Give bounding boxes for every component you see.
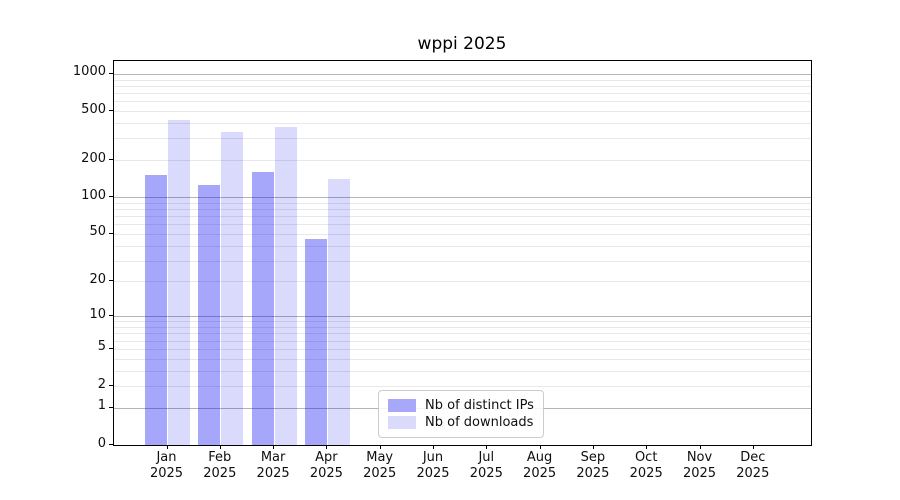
x-tick-label: Jun 2025 [416, 450, 450, 481]
x-tick-label: May 2025 [363, 450, 397, 481]
gridline-minor [114, 85, 811, 87]
plot-area [113, 60, 812, 446]
y-tick-mark [109, 232, 113, 234]
x-tick-label: Dec 2025 [736, 450, 770, 481]
x-tick-label: Feb 2025 [203, 450, 237, 481]
bar-nb-of-downloads [327, 179, 350, 445]
y-tick-label: 2 [97, 376, 106, 392]
gridline-minor [114, 260, 811, 262]
x-tick-mark [486, 445, 488, 449]
y-tick-mark [109, 110, 113, 111]
legend-label-distinct-ips: Nb of distinct IPs [425, 398, 534, 413]
gridline-minor [114, 93, 811, 94]
x-tick-mark [166, 445, 168, 449]
x-tick-mark [219, 445, 221, 449]
y-tick-label: 200 [81, 150, 106, 166]
y-tick-label: 0 [97, 435, 106, 451]
gridline-minor [114, 348, 811, 350]
x-tick-mark [699, 445, 701, 449]
gridline-minor [114, 123, 811, 124]
gridline-minor [114, 224, 811, 226]
legend-swatch-distinct-ips [388, 399, 416, 412]
y-tick-label: 500 [81, 101, 106, 117]
gridline-minor [114, 208, 811, 210]
legend-item-distinct-ips: Nb of distinct IPs [388, 397, 534, 414]
x-tick-label: Sep 2025 [576, 450, 610, 481]
bar-nb-of-distinct-ips [304, 239, 327, 445]
legend-item-downloads: Nb of downloads [388, 414, 534, 431]
y-tick-mark [109, 347, 113, 349]
bar-nb-of-distinct-ips [251, 172, 274, 445]
gridline-minor [114, 101, 811, 103]
x-tick-mark [539, 445, 541, 449]
y-tick-mark [109, 159, 113, 161]
gridline-minor [114, 386, 811, 387]
gridline-minor [114, 333, 811, 335]
y-tick-label: 50 [89, 224, 106, 240]
legend: Nb of distinct IPs Nb of downloads [378, 390, 544, 438]
y-tick-label: 5 [97, 339, 106, 355]
bar-nb-of-downloads [168, 119, 190, 445]
y-tick-mark [109, 406, 113, 408]
x-tick-label: Apr 2025 [309, 450, 343, 481]
gridline-minor [114, 111, 811, 112]
chart-title: wppi 2025 [417, 34, 507, 54]
x-tick-mark [592, 445, 594, 449]
y-tick-mark [109, 280, 113, 282]
y-tick-label: 10 [89, 306, 106, 322]
gridline-minor [114, 160, 811, 162]
x-tick-mark [752, 445, 754, 449]
gridline-minor [114, 358, 811, 360]
bar-nb-of-downloads [274, 127, 297, 445]
gridline-major [114, 316, 811, 318]
x-tick-mark [646, 445, 648, 449]
x-tick-mark [433, 445, 434, 449]
y-tick-mark [109, 196, 113, 198]
x-tick-mark [273, 445, 275, 449]
gridline-minor [114, 245, 811, 247]
y-tick-mark [109, 315, 113, 317]
gridline-minor [114, 233, 811, 235]
gridline-minor [114, 281, 811, 283]
gridline-minor [114, 321, 811, 323]
x-tick-label: Aug 2025 [523, 450, 557, 481]
y-tick-label: 1000 [72, 64, 106, 80]
gridline-minor [114, 216, 811, 217]
gridline-major [114, 197, 811, 199]
bar-nb-of-distinct-ips [198, 185, 221, 445]
x-tick-label: Jul 2025 [469, 450, 503, 481]
x-tick-label: Nov 2025 [682, 450, 717, 481]
bar-nb-of-distinct-ips [145, 175, 167, 445]
y-tick-mark [109, 444, 113, 445]
gridline-minor [114, 79, 811, 81]
gridline-minor [114, 202, 811, 204]
x-tick-mark [379, 445, 381, 449]
y-tick-mark [109, 385, 113, 386]
legend-label-downloads: Nb of downloads [425, 415, 534, 430]
legend-swatch-downloads [388, 416, 416, 429]
gridline-minor [114, 327, 811, 328]
x-tick-label: Jan 2025 [149, 450, 184, 481]
gridline-major [114, 73, 811, 75]
x-tick-label: Mar 2025 [256, 450, 290, 481]
bar-nb-of-downloads [221, 131, 244, 445]
x-tick-label: Oct 2025 [629, 450, 663, 481]
y-tick-label: 100 [81, 187, 106, 203]
gridline-minor [114, 370, 811, 372]
gridline-minor [114, 340, 811, 342]
y-tick-label: 1 [97, 398, 106, 414]
gridline-minor [114, 138, 811, 140]
y-tick-label: 20 [89, 271, 106, 287]
x-tick-mark [326, 445, 328, 449]
y-tick-mark [109, 72, 113, 74]
